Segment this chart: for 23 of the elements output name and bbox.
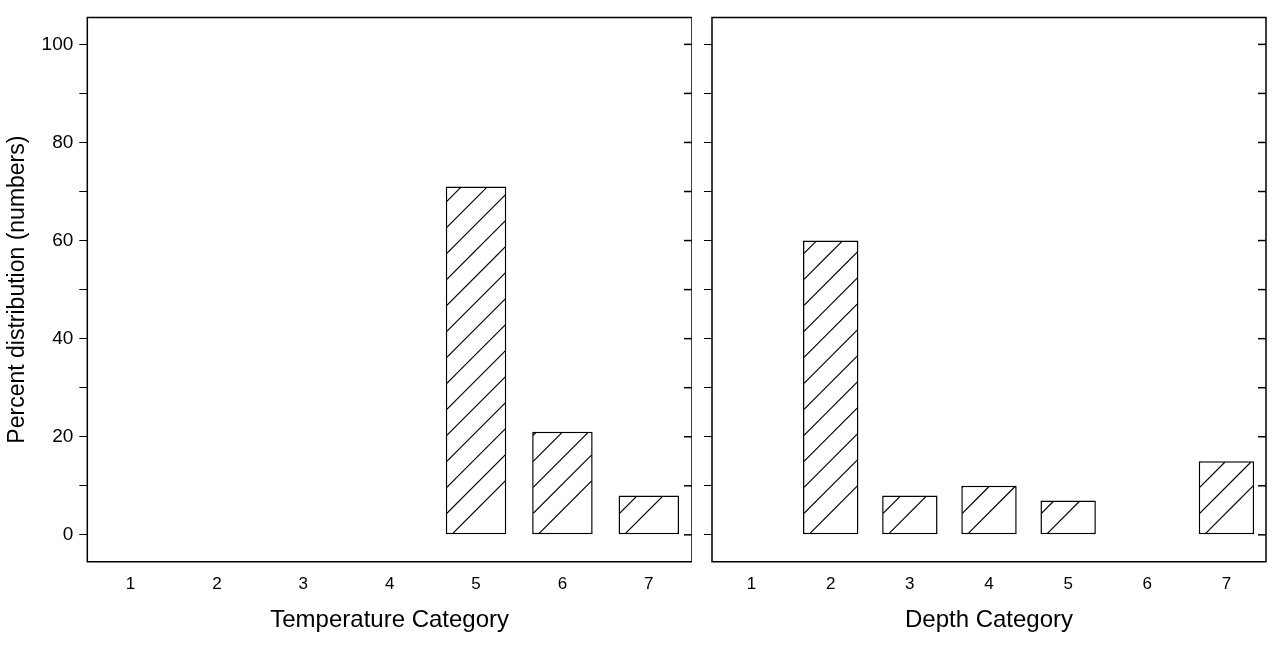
x-tick-label: 7 [644,573,654,593]
x-tick-label: 4 [384,573,395,593]
x-axis-title: Temperature Category [270,605,510,633]
x-tick-label: 7 [1221,573,1232,593]
x-tick-label: 6 [1142,573,1153,593]
x-tick-label: 5 [471,573,481,593]
x-tick-label: 2 [212,573,222,593]
x-tick-label: 3 [298,573,308,593]
x-tick-label: 4 [984,573,994,593]
x-tick-label: 1 [746,573,757,593]
y-tick-label: 100 [41,32,74,54]
x-tick-label: 3 [905,573,915,593]
x-tick-label: 1 [125,573,136,593]
y-tick-label: 0 [62,523,74,545]
x-tick-label: 6 [557,573,568,593]
y-axis-title: Percent distribution (numbers) [3,135,30,444]
y-tick-label: 80 [52,130,74,152]
x-tick-label: 5 [1063,573,1073,593]
y-tick-label: 40 [52,326,74,348]
x-tick-label: 2 [825,573,836,593]
x-axis-title: Depth Category [904,605,1074,633]
y-tick-label: 60 [52,228,74,250]
y-tick-label: 20 [52,424,74,446]
